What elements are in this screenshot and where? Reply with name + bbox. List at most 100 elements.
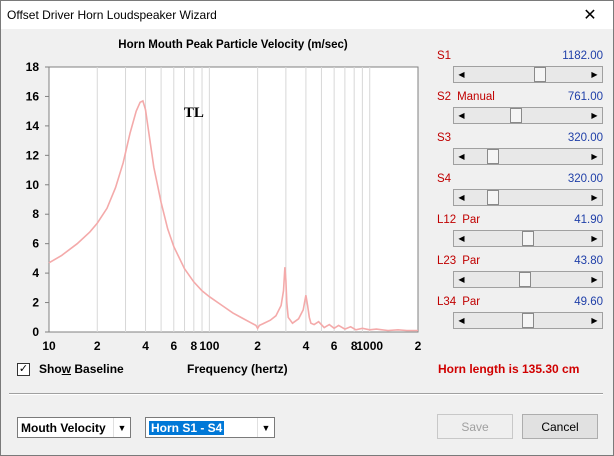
range-select-value: Horn S1 - S4 bbox=[147, 419, 226, 436]
slider-scrollbar[interactable]: ◀ ▶ bbox=[453, 189, 603, 206]
x-tick-label: 4 bbox=[303, 339, 310, 353]
slider-track[interactable] bbox=[469, 313, 587, 328]
y-tick-label: 10 bbox=[26, 178, 40, 192]
x-tick-label: 8 bbox=[190, 339, 197, 353]
slider-track[interactable] bbox=[469, 272, 587, 287]
series-line bbox=[48, 99, 418, 332]
slider-value: 43.80 bbox=[574, 255, 603, 267]
slider-mode: Manual bbox=[457, 91, 495, 103]
velocity-chart: 0 2 4 6 8 10 12 14 16 18 10 2 4 6 8 100 2 4 6 8 1000 2 TL bbox=[1, 55, 431, 355]
slider-name: S4 bbox=[437, 173, 452, 185]
slider-scrollbar[interactable]: ◀ ▶ bbox=[453, 148, 603, 165]
x-tick-label: 2 bbox=[254, 339, 261, 353]
slider-thumb[interactable] bbox=[487, 190, 499, 205]
arrow-left-icon[interactable]: ◀ bbox=[458, 111, 465, 120]
slider-track[interactable] bbox=[469, 67, 587, 82]
y-tick-label: 0 bbox=[32, 325, 39, 339]
quantity-select-value: Mouth Velocity bbox=[21, 420, 106, 435]
slider-thumb[interactable] bbox=[519, 272, 531, 287]
slider-scrollbar[interactable]: ◀ ▶ bbox=[453, 66, 603, 83]
show-baseline-label: Show Baseline bbox=[39, 362, 124, 376]
horn-length-text: Horn length is 135.30 cm bbox=[438, 362, 580, 376]
x-tick-label: 1000 bbox=[356, 339, 383, 353]
slider-track[interactable] bbox=[469, 190, 587, 205]
x-tick-label: 6 bbox=[331, 339, 338, 353]
arrow-left-icon[interactable]: ◀ bbox=[458, 70, 465, 79]
slider-label: S1 bbox=[437, 50, 451, 62]
slider-name: L23 bbox=[437, 255, 457, 267]
arrow-right-icon[interactable]: ▶ bbox=[591, 193, 598, 202]
slider-scrollbar[interactable]: ◀ ▶ bbox=[453, 107, 603, 124]
y-tick-label: 16 bbox=[26, 89, 40, 103]
slider-s1: S1 1182.00 ◀ ▶ bbox=[437, 50, 603, 86]
slider-value: 320.00 bbox=[567, 173, 603, 185]
slider-name: L34 bbox=[437, 296, 457, 308]
slider-value: 1182.00 bbox=[562, 50, 603, 62]
slider-s4: S4 320.00 ◀ ▶ bbox=[437, 173, 603, 209]
slider-label: S2 Manual bbox=[437, 91, 495, 103]
slider-s2: S2 Manual 761.00 ◀ ▶ bbox=[437, 91, 603, 127]
chevron-down-icon[interactable]: ▼ bbox=[113, 418, 130, 437]
arrow-left-icon[interactable]: ◀ bbox=[458, 193, 465, 202]
slider-value: 49.60 bbox=[574, 296, 603, 308]
slider-thumb[interactable] bbox=[534, 67, 546, 82]
y-tick-label: 14 bbox=[26, 119, 40, 133]
y-tick-label: 8 bbox=[32, 207, 39, 221]
slider-thumb[interactable] bbox=[522, 313, 534, 328]
arrow-right-icon[interactable]: ▶ bbox=[591, 234, 598, 243]
slider-thumb[interactable] bbox=[522, 231, 534, 246]
slider-track[interactable] bbox=[469, 108, 587, 123]
y-tick-label: 6 bbox=[32, 237, 39, 251]
slider-scrollbar[interactable]: ◀ ▶ bbox=[453, 312, 603, 329]
window-title: Offset Driver Horn Loudspeaker Wizard bbox=[7, 8, 217, 22]
arrow-right-icon[interactable]: ▶ bbox=[591, 70, 598, 79]
x-tick-label: 4 bbox=[142, 339, 149, 353]
chart-title: Horn Mouth Peak Particle Velocity (m/sec… bbox=[118, 39, 348, 51]
slider-l12: L12 Par 41.90 ◀ ▶ bbox=[437, 214, 603, 250]
cancel-button[interactable]: Cancel bbox=[522, 414, 598, 439]
chevron-down-icon[interactable]: ▼ bbox=[257, 418, 274, 437]
slider-label: L12 Par bbox=[437, 214, 480, 226]
x-tick-label: 2 bbox=[415, 339, 422, 353]
y-tick-label: 12 bbox=[26, 148, 40, 162]
arrow-left-icon[interactable]: ◀ bbox=[458, 316, 465, 325]
save-button[interactable]: Save bbox=[437, 414, 513, 439]
arrow-right-icon[interactable]: ▶ bbox=[591, 111, 598, 120]
divider bbox=[9, 393, 603, 395]
slider-label: L34 Par bbox=[437, 296, 480, 308]
slider-l23: L23 Par 43.80 ◀ ▶ bbox=[437, 255, 603, 291]
show-baseline-control[interactable]: ✓ Show Baseline bbox=[17, 362, 124, 376]
slider-thumb[interactable] bbox=[487, 149, 499, 164]
quantity-select[interactable]: Mouth Velocity ▼ bbox=[17, 417, 131, 438]
arrow-left-icon[interactable]: ◀ bbox=[458, 152, 465, 161]
y-tick-label: 4 bbox=[32, 266, 39, 280]
x-axis-label: Frequency (hertz) bbox=[187, 362, 288, 376]
y-tick-label: 2 bbox=[32, 296, 39, 310]
slider-mode: Par bbox=[462, 214, 481, 226]
close-icon[interactable]: ✕ bbox=[583, 7, 597, 24]
x-tick-label: 10 bbox=[42, 339, 56, 353]
slider-scrollbar[interactable]: ◀ ▶ bbox=[453, 230, 603, 247]
range-select[interactable]: Horn S1 - S4 ▼ bbox=[145, 417, 275, 438]
slider-name: S2 bbox=[437, 91, 452, 103]
slider-track[interactable] bbox=[469, 149, 587, 164]
slider-value: 41.90 bbox=[574, 214, 603, 226]
x-tick-label: 8 bbox=[351, 339, 358, 353]
arrow-left-icon[interactable]: ◀ bbox=[458, 234, 465, 243]
arrow-right-icon[interactable]: ▶ bbox=[591, 152, 598, 161]
arrow-right-icon[interactable]: ▶ bbox=[591, 275, 598, 284]
slider-l34: L34 Par 49.60 ◀ ▶ bbox=[437, 296, 603, 332]
arrow-left-icon[interactable]: ◀ bbox=[458, 275, 465, 284]
show-baseline-checkbox[interactable]: ✓ bbox=[17, 362, 30, 376]
slider-name: S1 bbox=[437, 50, 452, 62]
slider-thumb[interactable] bbox=[510, 108, 522, 123]
slider-scrollbar[interactable]: ◀ ▶ bbox=[453, 271, 603, 288]
slider-value: 761.00 bbox=[567, 91, 603, 103]
x-tick-label: 6 bbox=[170, 339, 177, 353]
arrow-right-icon[interactable]: ▶ bbox=[591, 316, 598, 325]
x-tick-label: 100 bbox=[199, 339, 219, 353]
slider-track[interactable] bbox=[469, 231, 587, 246]
slider-label: S4 bbox=[437, 173, 451, 185]
